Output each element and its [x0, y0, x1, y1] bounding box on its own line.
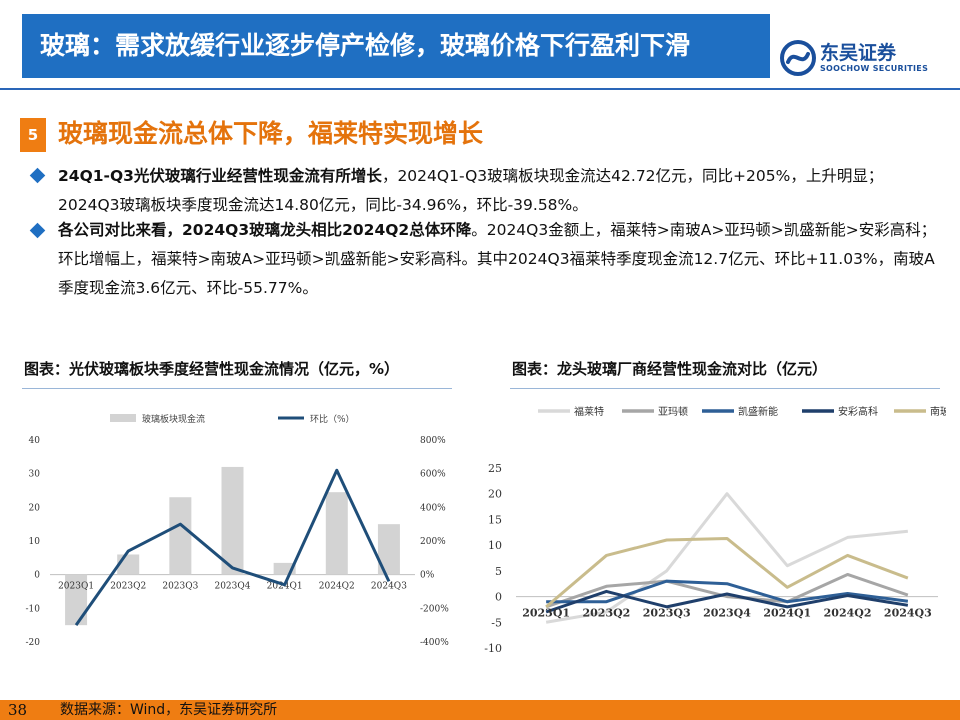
bullet-2-text: 。2024Q3金额上，福莱特>南玻A>亚玛顿>凯盛新能>安彩高科；环比增幅上，福…: [58, 221, 937, 297]
section-title: 玻璃现金流总体下降，福莱特实现增长: [58, 119, 484, 148]
legend-line-label: 环比（%）: [310, 413, 355, 425]
bullet-diamond-icon: [29, 167, 46, 184]
bar-cashflow: [221, 466, 244, 575]
category-tick-label: 2024Q3: [884, 607, 932, 620]
right-axis-tick-label: 200%: [420, 537, 446, 547]
y-axis-tick-label: -10: [484, 642, 502, 655]
category-tick-label: 2023Q3: [643, 607, 691, 620]
y-axis-tick-label: -5: [491, 616, 502, 629]
legend-label: 凯盛新能: [738, 405, 778, 418]
category-tick-label: 2024Q2: [824, 607, 872, 620]
page-title: 玻璃：需求放缓行业逐步停产检修，玻璃价格下行盈利下滑: [40, 31, 691, 60]
y-axis-tick-label: 20: [488, 488, 502, 501]
y-axis-tick-label: 5: [495, 565, 502, 578]
right-axis-tick-label: 800%: [420, 436, 446, 446]
right-axis-tick-label: -200%: [420, 604, 449, 614]
bar-cashflow: [169, 497, 192, 575]
bar-cashflow: [273, 562, 296, 575]
brand-logo: 东吴证券 SOOCHOW SECURITIES: [780, 40, 950, 80]
legend-label: 南玻A: [930, 405, 946, 418]
category-tick-label: 2024Q1: [267, 582, 303, 592]
left-chart-title: 图表：光伏玻璃板块季度经营性现金流情况（亿元，%）: [24, 360, 400, 378]
y-axis-tick-label: 25: [488, 462, 502, 475]
bar-cashflow: [65, 574, 88, 626]
bar-cashflow: [377, 524, 400, 575]
right-axis-tick-label: 400%: [420, 503, 446, 513]
left-axis-tick-label: 30: [29, 470, 41, 480]
left-axis-tick-label: 0: [34, 571, 40, 581]
section-number-badge: 5: [20, 118, 46, 152]
bullet-1-lead: 24Q1-Q3光伏玻璃行业经营性现金流有所增长: [58, 167, 382, 185]
legend-bar-swatch: [110, 414, 136, 422]
left-axis-tick-label: -20: [26, 638, 41, 648]
header-banner: [22, 14, 770, 78]
category-tick-label: 2023Q2: [110, 582, 146, 592]
category-tick-label: 2024Q2: [319, 582, 355, 592]
category-tick-label: 2023Q4: [703, 607, 751, 620]
footer-bar: [0, 700, 960, 720]
legend-label: 安彩高科: [838, 405, 878, 418]
bullet-2-lead: 各公司对比来看，2024Q3玻璃龙头相比2024Q2总体环降: [58, 221, 472, 239]
company-cashflow-chart: 福莱特 亚玛顿 凯盛新能 安彩高科 南玻A 25 20 15 10 5 0 -5 -10 2023Q1 20…: [484, 405, 946, 655]
category-tick-label: 2023Q3: [162, 582, 198, 592]
legend-label: 亚玛顿: [658, 405, 688, 418]
brand-name-cn: 东吴证券: [820, 42, 897, 64]
right-axis-tick-label: 0%: [420, 571, 435, 581]
category-tick-label: 2024Q3: [371, 582, 407, 592]
page-number: 38: [8, 701, 28, 719]
y-axis-tick-label: 10: [488, 539, 502, 552]
bullet-paragraph-1: 24Q1-Q3光伏玻璃行业经营性现金流有所增长，2024Q1-Q3玻璃板块现金流…: [58, 162, 938, 220]
left-chart-title-rule: [22, 388, 452, 389]
y-axis-tick-label: 15: [488, 513, 502, 526]
bullet-paragraph-2: 各公司对比来看，2024Q3玻璃龙头相比2024Q2总体环降。2024Q3金额上…: [58, 216, 938, 303]
sector-cashflow-chart: 玻璃板块现金流 环比（%） 40 30 20 10 0 -10 -20 800% 600% 400% 2…: [26, 413, 450, 648]
category-tick-label: 2023Q1: [58, 582, 94, 592]
category-tick-label: 2023Q1: [522, 607, 570, 620]
legend-label: 福莱特: [574, 405, 604, 418]
left-axis-tick-label: 20: [29, 503, 41, 513]
series-line: [546, 579, 909, 604]
left-axis-tick-label: 40: [29, 436, 41, 446]
bar-cashflow: [325, 492, 348, 575]
right-chart-title-rule: [510, 388, 940, 389]
bullet-1-text: ，2024Q1-Q3玻璃板块现金流达42.72亿元，同比+205%，上升明显；2…: [58, 167, 884, 214]
brand-name-en: SOOCHOW SECURITIES: [820, 64, 929, 73]
brand-logo-icon: [780, 40, 816, 76]
category-tick-label: 2024Q1: [763, 607, 811, 620]
left-axis-tick-label: -10: [26, 604, 41, 614]
bullet-diamond-icon: [29, 222, 46, 239]
left-axis-tick-label: 10: [29, 537, 41, 547]
right-axis-tick-label: -400%: [420, 638, 449, 648]
legend-bar-label: 玻璃板块现金流: [142, 413, 205, 425]
category-tick-label: 2023Q2: [582, 607, 630, 620]
y-axis-tick-label: 0: [495, 591, 502, 604]
right-axis-tick-label: 600%: [420, 470, 446, 480]
header-divider: [0, 88, 960, 90]
data-source-note: 数据来源：Wind，东吴证券研究所: [60, 702, 278, 718]
right-chart-title: 图表：龙头玻璃厂商经营性现金流对比（亿元）: [512, 360, 828, 378]
category-tick-label: 2023Q4: [214, 582, 250, 592]
